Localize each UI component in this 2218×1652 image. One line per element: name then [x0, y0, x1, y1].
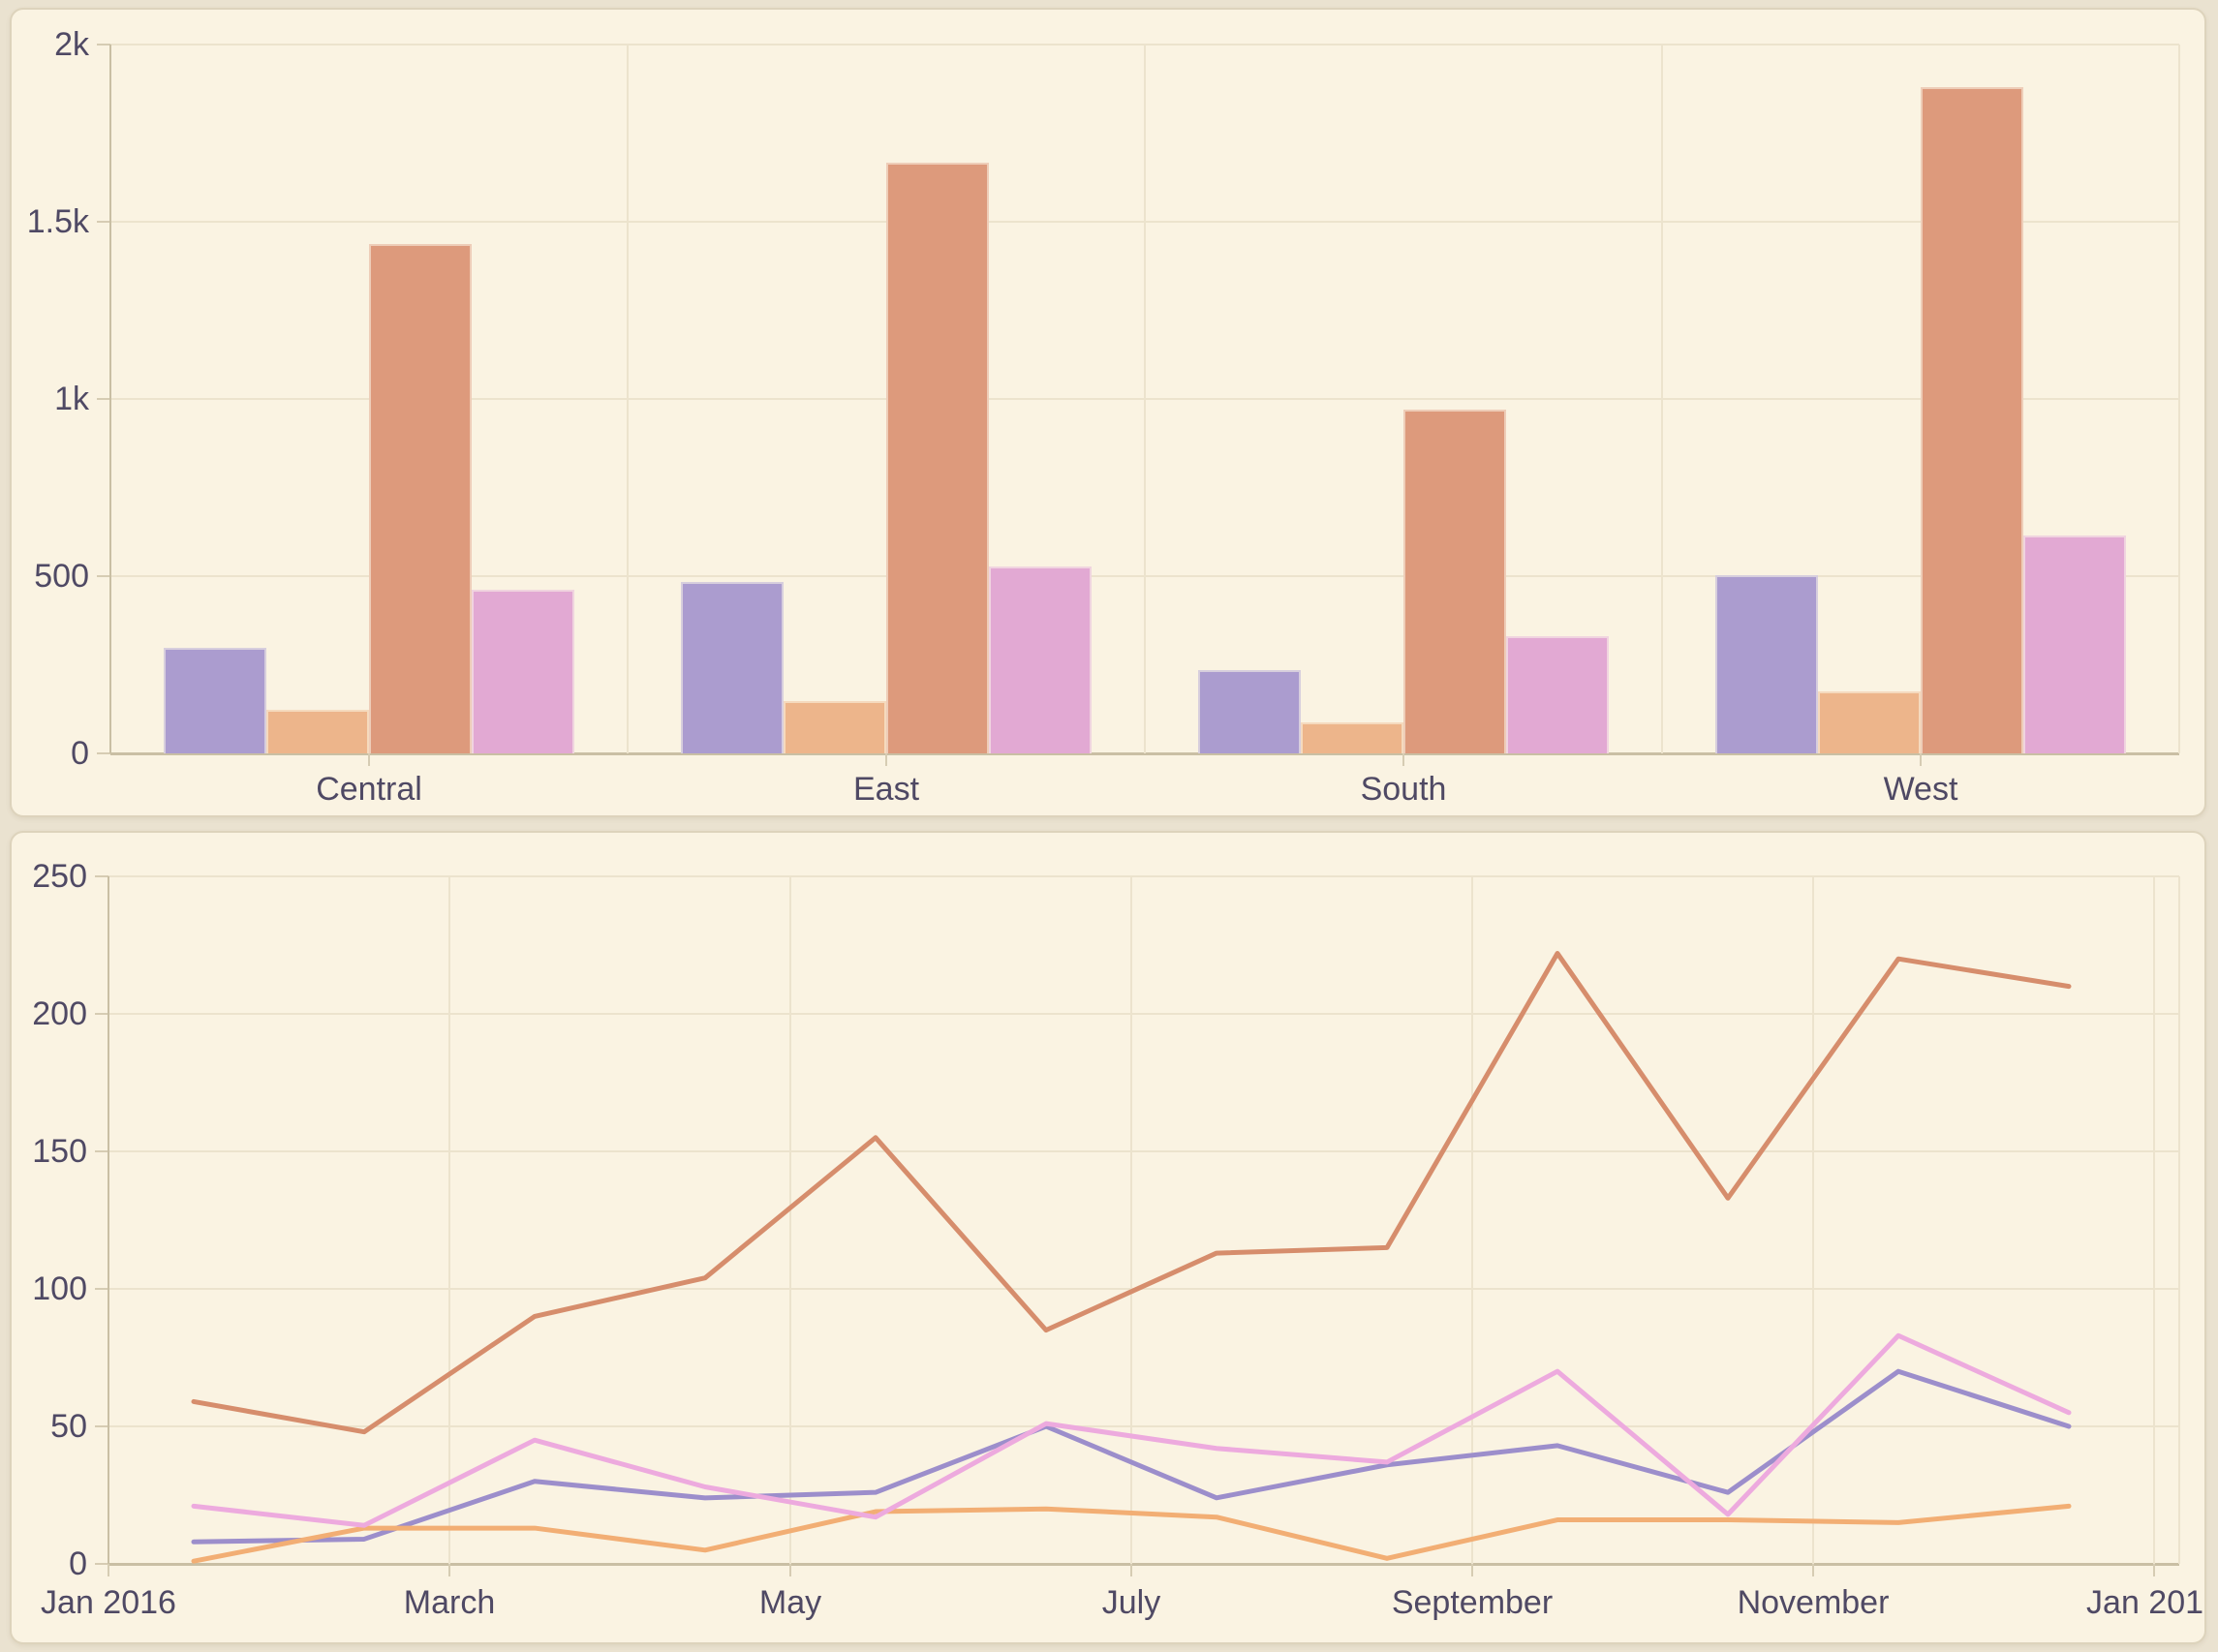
- line-series-layer: [191, 951, 2072, 1564]
- bar-series-purple-west[interactable]: [1715, 574, 1818, 753]
- y-gridline: [108, 1562, 2179, 1566]
- line-series-purple[interactable]: [191, 1368, 2072, 1545]
- category-label: West: [1883, 771, 1958, 808]
- y-tick: [97, 221, 110, 223]
- y-gridline: [108, 875, 2179, 877]
- y-gridline: [108, 1150, 2179, 1152]
- y-axis-line: [108, 876, 109, 1564]
- y-tick-label: 2k: [54, 26, 89, 63]
- x-tick: [2153, 1564, 2155, 1576]
- y-tick: [95, 1563, 108, 1565]
- x-tick-label: July: [1101, 1584, 1161, 1621]
- y-tick-label: 150: [32, 1133, 87, 1170]
- plot-right-border: [2178, 876, 2180, 1564]
- x-tick: [108, 1564, 109, 1576]
- bar-series-orange-central[interactable]: [266, 710, 369, 753]
- y-gridline: [108, 1288, 2179, 1290]
- bar-series-terracotta-west[interactable]: [1921, 86, 2023, 753]
- y-tick-label: 0: [71, 735, 89, 772]
- bar-series-pink-east[interactable]: [989, 566, 1092, 753]
- bar-series-terracotta-east[interactable]: [886, 162, 989, 753]
- x-tick: [885, 753, 887, 766]
- x-gridline: [1471, 876, 1473, 1564]
- bar-chart-panel: 0 500 1k 1.5k 2k Central East South West: [10, 8, 2206, 817]
- x-tick: [789, 1564, 791, 1576]
- y-axis-line: [109, 45, 111, 753]
- y-tick-label: 500: [34, 558, 89, 595]
- group-separator-gridline: [627, 45, 629, 753]
- bar-series-orange-south[interactable]: [1301, 722, 1403, 753]
- y-tick-label: 50: [50, 1408, 87, 1445]
- x-tick-label: Jan 2017: [2086, 1584, 2204, 1621]
- bar-series-pink-west[interactable]: [2023, 535, 2126, 753]
- x-tick: [368, 753, 370, 766]
- bar-series-orange-west[interactable]: [1818, 690, 1921, 753]
- y-tick: [97, 44, 110, 46]
- y-tick-label: 100: [32, 1270, 87, 1307]
- bar-series-terracotta-central[interactable]: [369, 244, 472, 753]
- y-tick: [95, 1288, 108, 1290]
- category-label: South: [1360, 771, 1447, 808]
- y-tick-label: 250: [32, 858, 87, 895]
- x-tick: [1812, 1564, 1814, 1576]
- x-tick: [1471, 1564, 1473, 1576]
- y-gridline: [108, 1013, 2179, 1015]
- bar-series-purple-central[interactable]: [164, 647, 266, 753]
- bar-series-pink-south[interactable]: [1506, 635, 1609, 753]
- x-gridline: [2153, 876, 2155, 1564]
- bar-series-purple-east[interactable]: [681, 581, 784, 753]
- x-tick: [1920, 753, 1922, 766]
- x-tick-label: Jan 2016: [41, 1584, 176, 1621]
- category-label: Central: [316, 771, 422, 808]
- bar-series-terracotta-south[interactable]: [1403, 410, 1506, 753]
- x-tick-label: September: [1391, 1584, 1554, 1621]
- y-tick: [97, 575, 110, 577]
- y-tick: [95, 1150, 108, 1152]
- y-tick: [97, 398, 110, 400]
- x-tick-label: May: [758, 1584, 822, 1621]
- x-tick: [1130, 1564, 1132, 1576]
- x-gridline: [1130, 876, 1132, 1564]
- y-tick-label: 0: [69, 1545, 87, 1582]
- line-series-orange[interactable]: [191, 1503, 2072, 1564]
- line-series-pink[interactable]: [191, 1332, 2072, 1528]
- y-tick-label: 1.5k: [26, 203, 89, 240]
- bar-series-orange-east[interactable]: [784, 701, 886, 753]
- x-gridline: [448, 876, 450, 1564]
- y-gridline: [108, 1425, 2179, 1427]
- line-series-terracotta[interactable]: [191, 951, 2072, 1435]
- x-tick: [1402, 753, 1404, 766]
- plot-right-border: [2178, 45, 2180, 753]
- y-tick: [95, 1425, 108, 1427]
- bar-series-pink-central[interactable]: [472, 589, 574, 753]
- x-gridline: [789, 876, 791, 1564]
- y-tick-label: 1k: [54, 381, 89, 417]
- line-chart-panel: 0 50 100 150 200 250 Jan 2016 March May July Septe…: [10, 831, 2206, 1644]
- x-tick: [448, 1564, 450, 1576]
- bar-series-purple-south[interactable]: [1198, 669, 1301, 753]
- x-tick-label: November: [1737, 1584, 1890, 1621]
- y-tick-label: 200: [32, 995, 87, 1032]
- x-tick-label: March: [403, 1584, 496, 1621]
- x-gridline: [1812, 876, 1814, 1564]
- category-label: East: [852, 771, 920, 808]
- y-gridline: [110, 751, 2179, 755]
- y-tick: [95, 875, 108, 877]
- y-tick: [97, 752, 110, 754]
- group-separator-gridline: [1661, 45, 1663, 753]
- group-separator-gridline: [1144, 45, 1146, 753]
- y-tick: [95, 1013, 108, 1015]
